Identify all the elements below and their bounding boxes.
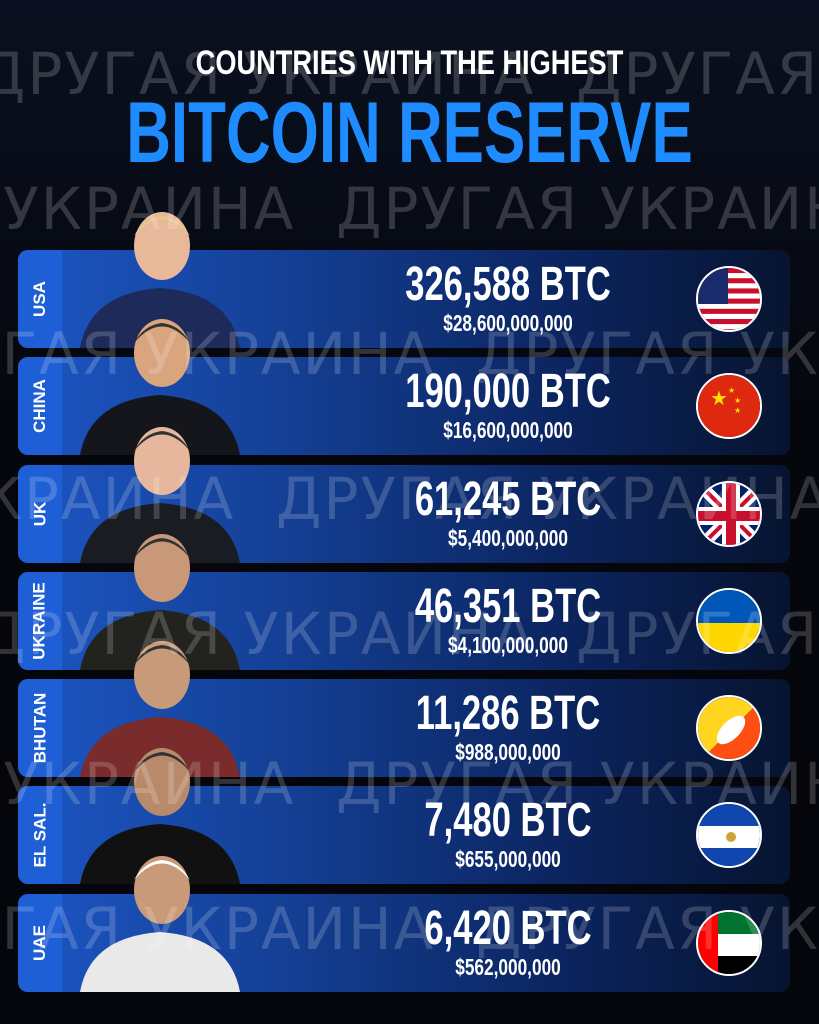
title: BITCOIN RESERVE — [126, 85, 693, 181]
country-tab: UK — [18, 465, 62, 563]
btc-amount: 326,588 BTC — [405, 258, 611, 311]
country-label: CHINA — [30, 379, 49, 433]
svg-text:★: ★ — [734, 396, 741, 405]
country-label: EL SAL. — [30, 802, 49, 868]
country-label: UAE — [30, 925, 49, 961]
btc-amount: 46,351 BTC — [414, 580, 602, 633]
china-flag-icon: ★ ★ ★ ★ — [696, 373, 762, 439]
ukraine-flag-icon — [696, 588, 762, 654]
usd-value: $988,000,000 — [455, 739, 561, 765]
country-tab: BHUTAN — [18, 679, 62, 777]
btc-amount: 7,480 BTC — [424, 794, 592, 847]
usd-value: $4,100,000,000 — [448, 632, 568, 658]
subtitle: COUNTRIES WITH THE HIGHEST — [195, 44, 624, 82]
btc-amount: 11,286 BTC — [415, 687, 601, 740]
leader-photo — [70, 198, 250, 348]
country-label: USA — [30, 281, 49, 317]
usd-value: $562,000,000 — [455, 954, 561, 980]
usd-value: $655,000,000 — [455, 846, 561, 872]
leader-photo — [70, 734, 250, 884]
country-tab: UKRAINE — [18, 572, 62, 670]
country-tab: EL SAL. — [18, 786, 62, 884]
usa-flag-icon — [696, 266, 762, 332]
leader-photo — [70, 305, 250, 455]
uk-flag-icon — [696, 481, 762, 547]
btc-amount: 6,420 BTC — [424, 902, 592, 955]
usd-value: $28,600,000,000 — [443, 310, 573, 336]
country-label: UK — [30, 501, 49, 527]
leader-photo — [70, 627, 250, 777]
country-tab: CHINA — [18, 357, 62, 455]
leader-photo — [70, 842, 250, 992]
usd-value: $16,600,000,000 — [443, 417, 573, 443]
country-tab: USA — [18, 250, 62, 348]
svg-text:★: ★ — [710, 388, 728, 410]
country-label: BHUTAN — [30, 692, 50, 764]
svg-text:★: ★ — [728, 386, 735, 395]
country-label: UKRAINE — [30, 582, 50, 660]
uae-flag-icon — [696, 910, 762, 976]
leader-photo — [70, 520, 250, 670]
usd-value: $5,400,000,000 — [448, 525, 568, 551]
country-tab: UAE — [18, 894, 62, 992]
el-salvador-flag-icon — [696, 802, 762, 868]
btc-amount: 190,000 BTC — [405, 365, 611, 418]
leader-photo — [70, 413, 250, 563]
btc-amount: 61,245 BTC — [414, 473, 602, 526]
svg-text:★: ★ — [734, 406, 741, 415]
bhutan-flag-icon — [696, 695, 762, 761]
